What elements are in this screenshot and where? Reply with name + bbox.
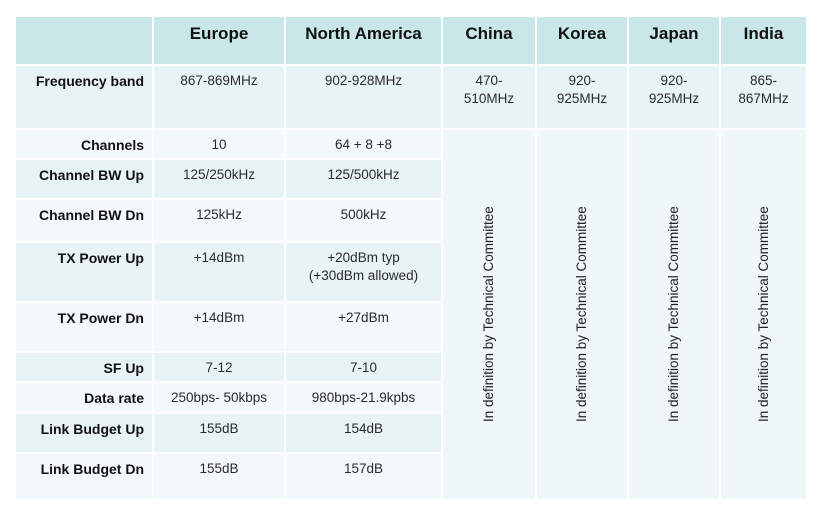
cell-europe: 10 <box>154 130 284 158</box>
cell-china: 470- 510MHz <box>443 66 535 128</box>
cell-north-america: 902-928MHz <box>286 66 441 128</box>
corner-cell <box>16 17 152 64</box>
cell-korea: 920- 925MHz <box>537 66 627 128</box>
cell-europe: 250bps- 50kbps <box>154 382 284 412</box>
row-label: Link Budget Up <box>16 413 152 452</box>
vertical-text-wrapper: In definition by Technical Committee <box>537 130 627 499</box>
row-label: Channels <box>16 130 152 158</box>
table-row-link-budget-up: Link Budget Up 155dB 154dB <box>16 413 806 452</box>
cell-north-america: 7-10 <box>286 352 441 381</box>
row-label: Data rate <box>16 382 152 412</box>
row-label: Link Budget Dn <box>16 453 152 499</box>
col-header-korea: Korea <box>537 17 627 64</box>
col-header-china: China <box>443 17 535 64</box>
table-row-channel-bw-dn: Channel BW Dn 125kHz 500kHz <box>16 199 806 241</box>
pending-note-text: In definition by Technical Committee <box>573 206 589 423</box>
row-label: SF Up <box>16 352 152 381</box>
table-row-sf-up: SF Up 7-12 7-10 <box>16 352 806 381</box>
row-label: Channel BW Dn <box>16 199 152 241</box>
table-header-row: Europe North America China Korea Japan I… <box>16 17 806 64</box>
pending-note-text: In definition by Technical Committee <box>665 206 681 423</box>
table-row-data-rate: Data rate 250bps- 50kbps 980bps-21.9kpbs <box>16 382 806 412</box>
cell-north-america: 980bps-21.9kpbs <box>286 382 441 412</box>
table-row-channels: Channels 10 64 + 8 +8 In definition by T… <box>16 130 806 499</box>
cell-europe: 125/250kHz <box>154 159 284 198</box>
table-row-channel-bw-up: Channel BW Up 125/250kHz 125/500kHz <box>16 159 806 198</box>
lora-regional-parameters-table: Europe North America China Korea Japan I… <box>14 15 808 501</box>
pending-note-text: In definition by Technical Committee <box>480 206 496 423</box>
row-label: TX Power Up <box>16 242 152 301</box>
cell-north-america: 500kHz <box>286 199 441 241</box>
pending-note-cell-china: In definition by Technical Committee <box>443 130 535 499</box>
row-label: Channel BW Up <box>16 159 152 198</box>
cell-north-america: 64 + 8 +8 <box>286 130 441 158</box>
cell-india: 865- 867MHz <box>721 66 806 128</box>
pending-note-text: In definition by Technical Committee <box>755 206 771 423</box>
col-header-north-america: North America <box>286 17 441 64</box>
cell-europe: +14dBm <box>154 242 284 301</box>
cell-europe: 867-869MHz <box>154 66 284 128</box>
cell-europe: 7-12 <box>154 352 284 381</box>
vertical-text-wrapper: In definition by Technical Committee <box>443 130 535 499</box>
row-label: TX Power Dn <box>16 302 152 351</box>
cell-europe: +14dBm <box>154 302 284 351</box>
cell-north-america: +27dBm <box>286 302 441 351</box>
col-header-europe: Europe <box>154 17 284 64</box>
pending-note-cell-korea: In definition by Technical Committee <box>537 130 627 499</box>
cell-japan: 920- 925MHz <box>629 66 719 128</box>
cell-north-america: 154dB <box>286 413 441 452</box>
cell-north-america: 125/500kHz <box>286 159 441 198</box>
table-row-frequency-band: Frequency band 867-869MHz 902-928MHz 470… <box>16 66 806 128</box>
cell-europe: 155dB <box>154 413 284 452</box>
cell-north-america: +20dBm typ (+30dBm allowed) <box>286 242 441 301</box>
vertical-text-wrapper: In definition by Technical Committee <box>721 130 806 499</box>
pending-note-cell-india: In definition by Technical Committee <box>721 130 806 499</box>
cell-north-america: 157dB <box>286 453 441 499</box>
cell-europe: 125kHz <box>154 199 284 241</box>
table-row-link-budget-dn: Link Budget Dn 155dB 157dB <box>16 453 806 499</box>
cell-europe: 155dB <box>154 453 284 499</box>
col-header-india: India <box>721 17 806 64</box>
pending-note-cell-japan: In definition by Technical Committee <box>629 130 719 499</box>
table-row-tx-power-up: TX Power Up +14dBm +20dBm typ (+30dBm al… <box>16 242 806 301</box>
table-row-tx-power-dn: TX Power Dn +14dBm +27dBm <box>16 302 806 351</box>
vertical-text-wrapper: In definition by Technical Committee <box>629 130 719 499</box>
row-label: Frequency band <box>16 66 152 128</box>
col-header-japan: Japan <box>629 17 719 64</box>
